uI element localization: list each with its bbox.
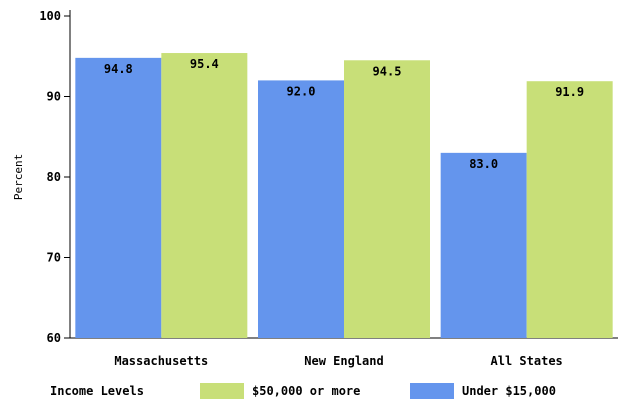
y-tick-label: 90 [47,90,61,104]
bar-under-15000 [258,80,344,338]
y-tick-label: 70 [47,251,61,265]
legend-entry-label: Under $15,000 [462,384,556,398]
bars [75,53,612,338]
legend-entry-label: $50,000 or more [252,384,360,398]
y-axis-title: Percent [12,154,25,200]
data-label: 95.4 [190,57,219,71]
data-label: 94.8 [104,62,133,76]
y-tick-label: 60 [47,331,61,345]
data-label: 83.0 [469,157,498,171]
data-label: 94.5 [373,64,402,78]
x-tick-label: New England [304,354,383,368]
legend-swatch [200,383,244,399]
data-label: 91.9 [555,85,584,99]
legend-swatch [410,383,454,399]
x-tick-label: Massachusetts [114,354,208,368]
legend: Income Levels $50,000 or more Under $15,00… [50,383,556,399]
y-tick-label: 100 [39,9,61,23]
bar-under-15000 [75,58,161,338]
data-label: 92.0 [287,84,316,98]
bar-under-15000 [441,153,527,338]
bar-50000-or-more [344,60,430,338]
legend-title: Income Levels [50,384,144,398]
bar-50000-or-more [161,53,247,338]
y-tick-label: 80 [47,170,61,184]
bar-50000-or-more [527,81,613,338]
x-tick-label: All States [491,354,563,368]
